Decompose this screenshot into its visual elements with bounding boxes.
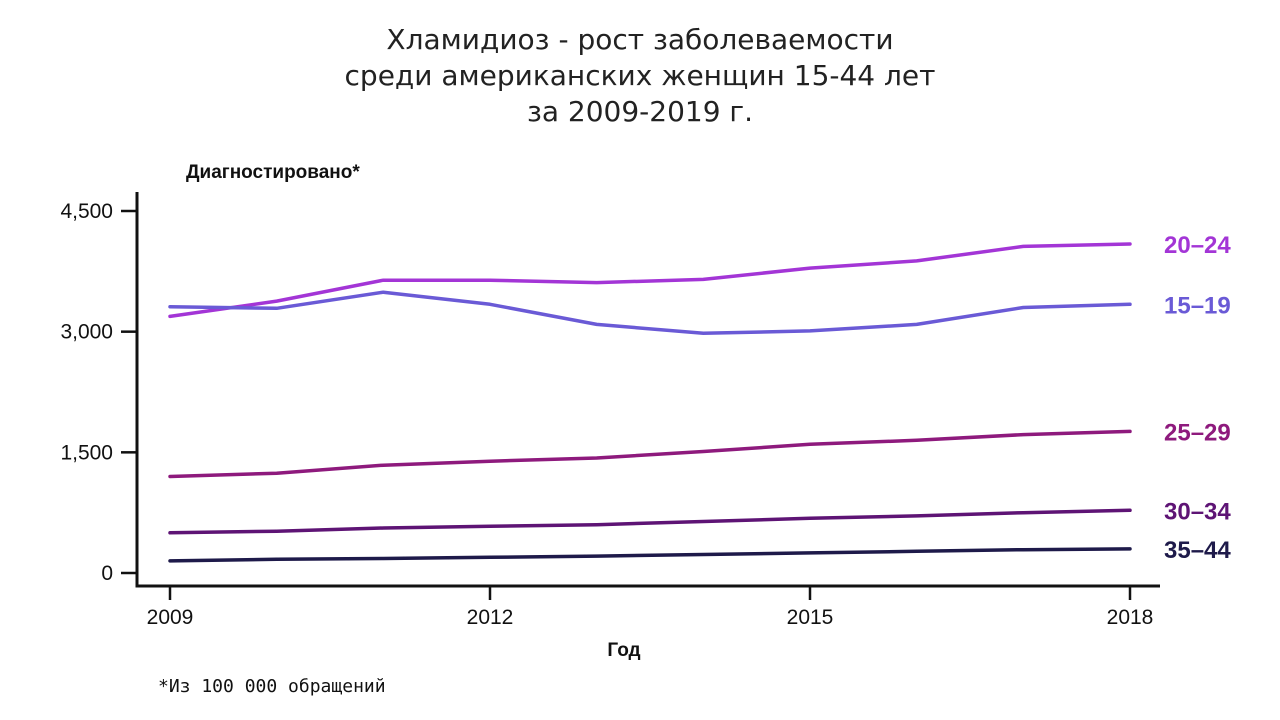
y-tick-label: 3,000: [60, 321, 113, 344]
x-tick-label: 2018: [1107, 606, 1154, 629]
x-axis-label: Год: [607, 640, 640, 661]
y-tick-label: 4,500: [60, 200, 113, 223]
series-line: [168, 429, 1132, 479]
title-line-1: Хламидиоз - рост заболеваемости: [386, 23, 894, 56]
series-line: [168, 547, 1132, 563]
title-line-2: среди американских женщин 15-44 лет: [344, 59, 936, 92]
series-label: 20–24: [1164, 232, 1231, 259]
footnote: *Из 100 000 обращений: [158, 676, 386, 697]
series-label: 30–34: [1164, 498, 1231, 525]
series-labels: 20–24 15–19 25–29 30–34 35–44: [1164, 232, 1231, 564]
chart-title: Хламидиоз - рост заболеваемости среди ам…: [0, 22, 1280, 130]
x-tick-label: 2009: [147, 606, 194, 629]
series-line: [168, 508, 1132, 535]
series-line: [168, 242, 1132, 319]
y-axis-label: Диагностировано*: [186, 162, 360, 183]
x-tick-label: 2015: [787, 606, 834, 629]
y-tick-label: 0: [101, 562, 113, 585]
x-tick-label: 2012: [467, 606, 514, 629]
series-label: 35–44: [1164, 537, 1231, 564]
y-tick-label: 1,500: [60, 441, 113, 464]
title-line-3: за 2009-2019 г.: [526, 95, 754, 128]
axes: 0 1,500 3,000 4,500 2009 2012 2015 2018: [60, 192, 1160, 629]
series-line: [168, 290, 1132, 336]
series-label: 25–29: [1164, 419, 1231, 446]
series-label: 15–19: [1164, 292, 1231, 319]
series-lines: [168, 242, 1132, 563]
